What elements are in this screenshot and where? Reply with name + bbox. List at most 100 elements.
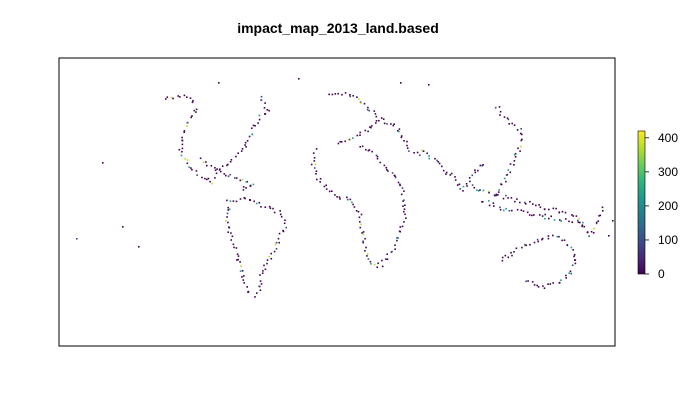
coast-cell — [376, 157, 379, 160]
coast-cell — [505, 174, 508, 176]
coast-cell — [323, 185, 326, 188]
coast-cell — [184, 158, 187, 160]
coast-cell — [206, 164, 208, 167]
coast-cell — [532, 203, 534, 205]
coast-cell — [385, 166, 388, 169]
coast-cell — [449, 174, 452, 176]
coast-cell — [341, 93, 343, 96]
coast-cell — [547, 237, 550, 240]
coast-cell — [488, 204, 491, 207]
coast-cell — [177, 95, 179, 97]
coast-cell — [76, 238, 78, 240]
coast-cell — [240, 265, 242, 267]
coast-cell — [196, 174, 198, 176]
coast-cell — [178, 148, 181, 151]
coast-cell — [552, 234, 554, 237]
coast-cell — [547, 235, 550, 237]
coast-cell — [195, 170, 198, 172]
coast-cell — [520, 128, 522, 130]
coast-cell — [608, 235, 610, 237]
coast-cell — [313, 167, 316, 169]
coast-cell — [191, 115, 193, 117]
coast-cell — [386, 123, 388, 125]
coast-cell — [367, 130, 369, 133]
coast-cell — [565, 277, 567, 279]
coast-cell — [381, 265, 384, 268]
coast-cell — [544, 217, 546, 220]
coast-cell — [229, 161, 232, 163]
coast-cell — [364, 129, 367, 132]
coast-cell — [261, 272, 264, 274]
coast-cell — [259, 274, 261, 276]
coast-cell — [181, 136, 183, 139]
coast-cell — [509, 171, 512, 174]
coast-cell — [279, 210, 281, 212]
coast-cell — [191, 101, 194, 104]
coast-cell — [525, 280, 527, 283]
coast-cell — [397, 237, 400, 239]
coast-cell — [498, 106, 501, 108]
coast-cell — [377, 262, 379, 265]
coast-cell — [520, 209, 523, 211]
coast-cell — [375, 115, 378, 118]
coast-cell — [357, 210, 360, 213]
coast-cell — [503, 116, 506, 118]
coast-cell — [172, 97, 174, 100]
coast-cell — [513, 160, 516, 162]
coast-cell — [258, 201, 261, 204]
coast-cell — [360, 223, 362, 226]
coast-cell — [500, 183, 502, 185]
coast-cell — [590, 230, 593, 233]
legend-tick-label: 0 — [658, 267, 665, 281]
coast-cell — [465, 183, 468, 185]
coast-cell — [521, 133, 523, 136]
coast-cell — [219, 168, 221, 170]
coast-cell — [328, 190, 331, 193]
coast-cell — [358, 216, 361, 219]
coast-cell — [344, 92, 347, 94]
coast-cell — [421, 149, 423, 152]
coast-cell — [568, 272, 570, 274]
coast-cell — [406, 144, 408, 147]
coast-cell — [383, 164, 386, 167]
coast-cell — [264, 206, 267, 208]
coast-cell — [236, 259, 238, 261]
map-title: impact_map_2013_land.based — [237, 20, 439, 36]
coast-cell — [285, 226, 287, 229]
coast-cell — [535, 204, 537, 207]
coast-cell — [227, 206, 229, 209]
coast-cell — [283, 222, 286, 225]
coast-cell — [519, 132, 522, 135]
coast-cell — [259, 289, 262, 291]
coast-cell — [273, 250, 276, 253]
coast-cell — [319, 181, 321, 183]
coast-cell — [583, 225, 585, 228]
coast-cell — [416, 151, 419, 154]
coast-cell — [349, 94, 351, 96]
coast-cell — [227, 209, 229, 211]
coast-cell — [278, 241, 280, 244]
coast-cell — [533, 214, 535, 216]
coast-cell — [264, 268, 267, 271]
coast-cell — [543, 208, 546, 211]
coast-cell — [548, 208, 550, 211]
coast-cell — [398, 130, 400, 133]
coast-cell — [362, 241, 364, 244]
coast-cell — [476, 189, 478, 191]
coast-cell — [355, 210, 358, 212]
coast-cell — [524, 201, 526, 204]
coast-cell — [347, 139, 350, 141]
coast-cell — [258, 114, 261, 117]
coast-cell — [181, 143, 184, 146]
coast-cell — [315, 173, 317, 175]
coast-cell — [391, 172, 394, 174]
coast-cell — [122, 226, 124, 228]
coast-cell — [572, 215, 575, 217]
coast-cell — [533, 241, 536, 244]
coast-cell — [560, 279, 562, 281]
coast-cell — [524, 245, 526, 247]
coast-cell — [595, 222, 598, 225]
coast-cell — [266, 259, 269, 261]
coast-cell — [360, 102, 362, 104]
coast-cell — [262, 270, 264, 272]
